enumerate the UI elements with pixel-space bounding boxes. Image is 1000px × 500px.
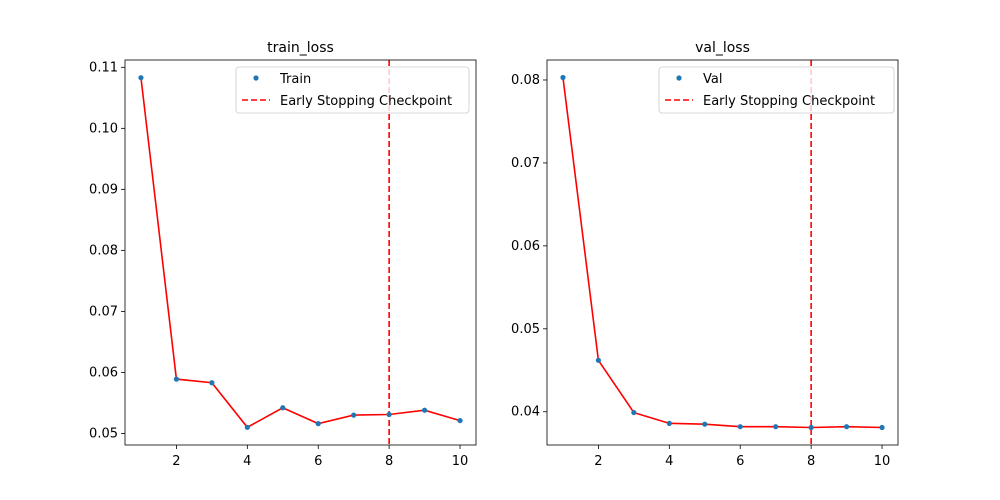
legend: Val Early Stopping Checkpoint — [658, 66, 895, 114]
x-tick-label: 4 — [665, 454, 673, 469]
data-point — [351, 412, 357, 418]
x-tick-label: 8 — [807, 454, 815, 469]
x-tick-label: 6 — [314, 454, 322, 469]
data-point — [457, 417, 463, 424]
legend-label-series: Val — [703, 72, 722, 87]
y-tick-label: 0.08 — [89, 243, 118, 258]
data-point — [843, 424, 850, 430]
data-point — [702, 421, 708, 427]
data-point — [773, 424, 779, 430]
y-tick-label: 0.08 — [511, 73, 540, 88]
axes-frame — [124, 59, 477, 446]
data-point — [209, 380, 215, 386]
y-tick-label: 0.09 — [89, 182, 118, 197]
data-point — [386, 411, 392, 418]
subplot-val-loss: val_loss 0.04 0.05 0.06 0.07 0.08 2 4 6 8 10 Val Ear… — [511, 40, 899, 469]
x-tick-label: 6 — [736, 454, 744, 469]
x-tick-label: 2 — [172, 454, 180, 469]
subplots: train_loss 0.05 0.06 0.07 0.08 0.09 0.10 0.11 2 4… — [89, 40, 899, 469]
y-tick-label: 0.06 — [511, 239, 540, 254]
chart-title: train_loss — [267, 40, 334, 56]
data-point — [808, 424, 814, 431]
y-tick-label: 0.05 — [89, 426, 118, 441]
data-point — [173, 376, 180, 382]
y-tick-label: 0.11 — [89, 60, 118, 75]
series-line — [562, 77, 883, 429]
data-point — [737, 424, 743, 430]
y-tick-label: 0.05 — [511, 322, 540, 337]
x-tick-label: 8 — [385, 454, 393, 469]
data-point — [595, 357, 602, 363]
legend-box — [235, 66, 470, 114]
data-point — [244, 424, 250, 430]
data-point — [138, 75, 144, 81]
data-point — [421, 407, 428, 413]
x-tick-label: 10 — [874, 454, 891, 469]
legend-label-checkpoint: Early Stopping Checkpoint — [280, 94, 452, 109]
y-tick-label: 0.10 — [89, 121, 118, 136]
data-point — [879, 424, 885, 431]
data-point — [315, 421, 321, 427]
legend-label-series: Train — [279, 72, 311, 87]
data-point — [560, 74, 566, 81]
x-tick-label: 4 — [243, 454, 251, 469]
y-tick-label: 0.07 — [89, 304, 118, 319]
data-point — [666, 420, 672, 426]
axes-frame — [546, 59, 899, 446]
x-tick-label: 2 — [594, 454, 602, 469]
y-tick-label: 0.06 — [89, 365, 118, 380]
legend: Train Early Stopping Checkpoint — [235, 66, 470, 114]
data-point — [280, 405, 286, 411]
chart-title: val_loss — [695, 40, 750, 56]
legend-label-checkpoint: Early Stopping Checkpoint — [703, 94, 875, 109]
legend-marker-series — [676, 75, 682, 81]
x-tick-label: 10 — [452, 454, 469, 469]
y-tick-label: 0.07 — [511, 156, 540, 171]
legend-box — [658, 66, 895, 114]
series-line — [140, 77, 461, 429]
y-tick-label: 0.04 — [511, 405, 540, 420]
legend-marker-series — [253, 75, 259, 81]
data-point — [631, 409, 637, 416]
subplot-train-loss: train_loss 0.05 0.06 0.07 0.08 0.09 0.10 0.11 2 4… — [89, 40, 477, 469]
